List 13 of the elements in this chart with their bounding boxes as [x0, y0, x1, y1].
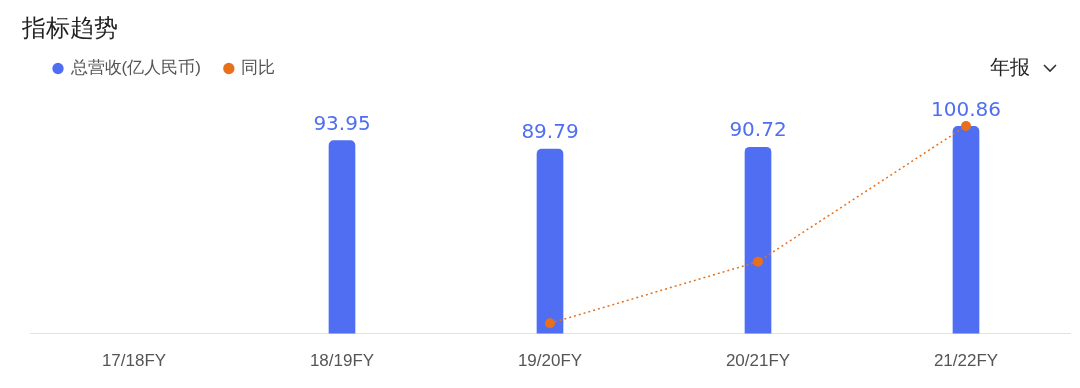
x-tick-label: 21/22FY — [933, 351, 999, 371]
text: 年报 — [990, 54, 1030, 81]
x-tick-label: 18/19FY — [309, 351, 375, 371]
x-tick-label: 20/21FY — [725, 351, 791, 371]
data-label: 93.95 — [313, 110, 371, 135]
chart-title: 指标趋势 — [22, 13, 118, 44]
data-label: 100.86 — [931, 96, 1001, 121]
x-tick-label: 17/18FY — [101, 351, 167, 371]
x-tick-label: 19/20FY — [517, 351, 583, 371]
data-label: 89.79 — [521, 119, 579, 144]
legend-label: 同比 — [241, 58, 276, 78]
legend-label: 总营收(亿人民币) — [69, 58, 201, 78]
data-label: 90.72 — [729, 117, 787, 142]
